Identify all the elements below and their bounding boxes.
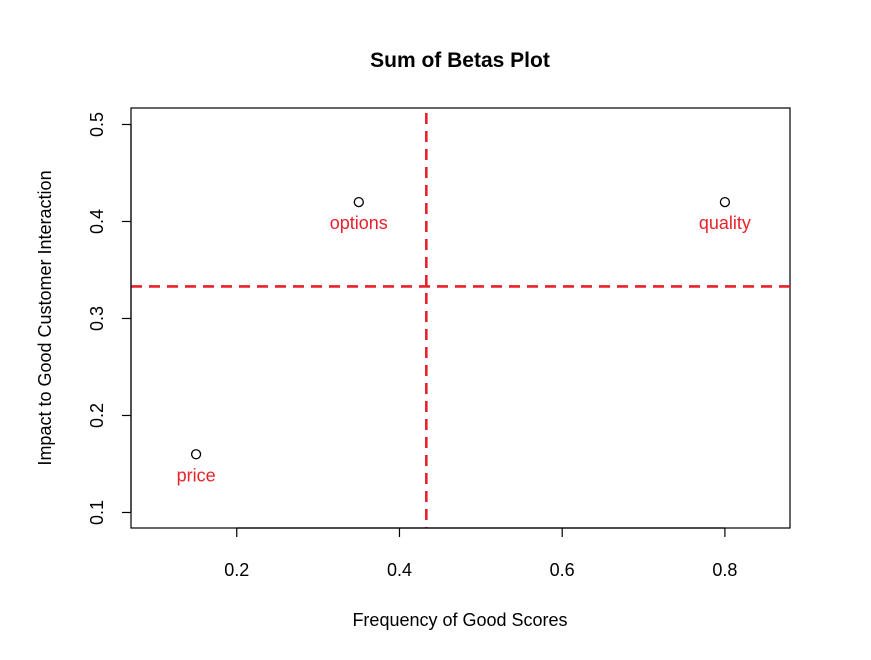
reference-lines xyxy=(131,113,790,528)
x-tick-label: 0.4 xyxy=(387,560,412,580)
y-axis-label: Impact to Good Customer Interaction xyxy=(35,170,55,465)
point-marker-price xyxy=(190,449,202,460)
x-tick-label: 0.8 xyxy=(712,560,737,580)
data-points: price options quality xyxy=(177,196,751,485)
y-tick-label: 0.3 xyxy=(87,306,107,331)
x-tick-label: 0.2 xyxy=(224,560,249,580)
y-axis: 0.1 0.2 0.3 0.4 0.5 xyxy=(87,112,132,525)
plot-area: price options quality xyxy=(130,107,791,529)
y-tick-label: 0.2 xyxy=(87,403,107,428)
plot-frame xyxy=(130,107,791,529)
y-tick-label: 0.5 xyxy=(87,112,107,137)
x-axis: 0.2 0.4 0.6 0.8 xyxy=(224,527,737,580)
point-label-quality: quality xyxy=(699,213,751,233)
point-marker-options xyxy=(353,196,364,208)
x-tick-label: 0.6 xyxy=(550,560,575,580)
point-label-options: options xyxy=(330,213,388,233)
chart-title: Sum of Betas Plot xyxy=(370,49,550,72)
point-marker-quality xyxy=(719,196,731,208)
y-tick-label: 0.4 xyxy=(87,209,107,234)
point-label-price: price xyxy=(177,465,216,485)
x-axis-label: Frequency of Good Scores xyxy=(352,610,567,630)
y-tick-label: 0.1 xyxy=(87,500,107,525)
